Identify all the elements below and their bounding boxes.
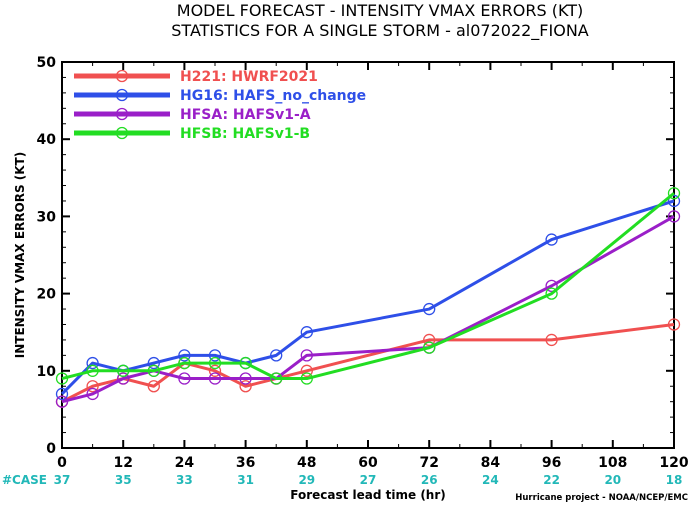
case-count: 37: [54, 473, 71, 487]
x-tick-label: 24: [175, 455, 195, 471]
series-2: [55, 210, 681, 408]
case-count: 31: [237, 473, 254, 487]
y-tick-label: 50: [37, 55, 57, 71]
data-point: [300, 349, 313, 362]
y-tick-label: 40: [37, 132, 57, 148]
x-tick-label: 72: [419, 455, 438, 471]
series-1: [55, 194, 681, 401]
chart-title-line2: STATISTICS FOR A SINGLE STORM - al072022…: [171, 21, 589, 41]
data-point: [86, 356, 99, 370]
data-point: [208, 372, 222, 385]
case-count-row: 37 35 33 31 29 27 26 24 22 20 18: [54, 473, 683, 487]
x-tick-label: 84: [481, 455, 501, 471]
data-point: [423, 302, 436, 316]
data-point: [667, 194, 681, 208]
legend-swatch-marker: [115, 69, 129, 83]
series-3: [55, 187, 681, 385]
data-point: [300, 326, 313, 339]
legend-label: HG16: HAFS_no_change: [180, 88, 366, 104]
x-tick-label: 120: [659, 455, 688, 471]
case-count: 24: [482, 473, 499, 487]
data-point: [86, 364, 99, 377]
chart-title-line1: MODEL FORECAST - INTENSITY VMAX ERRORS (…: [177, 1, 583, 20]
x-tick-label: 12: [113, 455, 132, 471]
data-point: [667, 318, 681, 331]
data-point: [178, 356, 191, 370]
legend-label: HFSA: HAFSv1-A: [180, 107, 311, 123]
data-point: [667, 187, 681, 200]
legend-swatch-marker: [115, 88, 129, 102]
x-tick-label: 60: [358, 455, 378, 471]
legend: H221: HWRF2021 HG16: HAFS_no_change HFSA: …: [74, 69, 366, 142]
credit-text: Hurricane project - NOAA/NCEP/EMC: [515, 493, 688, 503]
x-tick-label: 48: [297, 455, 316, 471]
series-layer: [55, 187, 681, 408]
x-axis-label: Forecast lead time (hr): [290, 488, 446, 502]
x-axis-ticks: 0 12 24 36 48 60 72 84 96 108 120: [57, 62, 689, 471]
data-point: [270, 349, 283, 362]
case-count: 20: [604, 473, 621, 487]
y-tick-label: 10: [37, 364, 57, 380]
data-point: [55, 372, 69, 385]
y-tick-label: 0: [46, 441, 56, 457]
data-point: [117, 364, 130, 377]
data-point: [117, 372, 130, 385]
data-point: [147, 380, 160, 393]
y-axis-ticks: 0 10 20 30 40 50: [37, 55, 674, 457]
legend-swatch-marker: [115, 126, 129, 140]
case-count: 27: [360, 473, 377, 487]
data-point: [178, 349, 191, 362]
data-point: [86, 387, 99, 401]
case-count: 33: [176, 473, 193, 487]
x-tick-label: 0: [57, 455, 67, 471]
y-tick-label: 30: [37, 209, 57, 225]
case-count: 29: [298, 473, 315, 487]
x-tick-label: 108: [598, 455, 627, 471]
data-point: [667, 210, 681, 223]
series-line: [61, 215, 675, 404]
data-point: [86, 380, 99, 393]
data-point: [239, 380, 252, 393]
data-point: [147, 364, 160, 377]
data-point: [545, 279, 558, 293]
data-point: [423, 333, 436, 347]
data-point: [55, 395, 69, 408]
y-tick-label: 20: [37, 287, 57, 303]
data-point: [270, 372, 283, 385]
data-point: [423, 341, 436, 354]
data-point: [178, 372, 191, 385]
data-point: [300, 364, 313, 377]
data-point: [239, 356, 252, 370]
data-point: [545, 233, 558, 246]
data-point: [208, 364, 222, 377]
case-label: #CASE: [2, 473, 47, 487]
data-point: [300, 372, 313, 385]
case-count: 22: [543, 473, 560, 487]
legend-label: HFSB: HAFSv1-B: [180, 126, 310, 142]
data-point: [545, 287, 558, 300]
legend-label: H221: HWRF2021: [180, 69, 318, 85]
data-point: [55, 387, 69, 401]
plot-frame: [61, 61, 675, 449]
data-point: [545, 333, 558, 347]
case-count: 35: [115, 473, 132, 487]
legend-swatch-marker: [115, 107, 129, 121]
data-point: [208, 356, 222, 370]
y-axis-label: INTENSITY VMAX ERRORS (KT): [13, 152, 27, 358]
x-tick-label: 36: [236, 455, 255, 471]
data-point: [147, 356, 160, 370]
case-count: 18: [666, 473, 683, 487]
case-count: 26: [421, 473, 438, 487]
data-point: [208, 349, 222, 362]
x-tick-label: 96: [542, 455, 561, 471]
data-point: [239, 372, 252, 385]
